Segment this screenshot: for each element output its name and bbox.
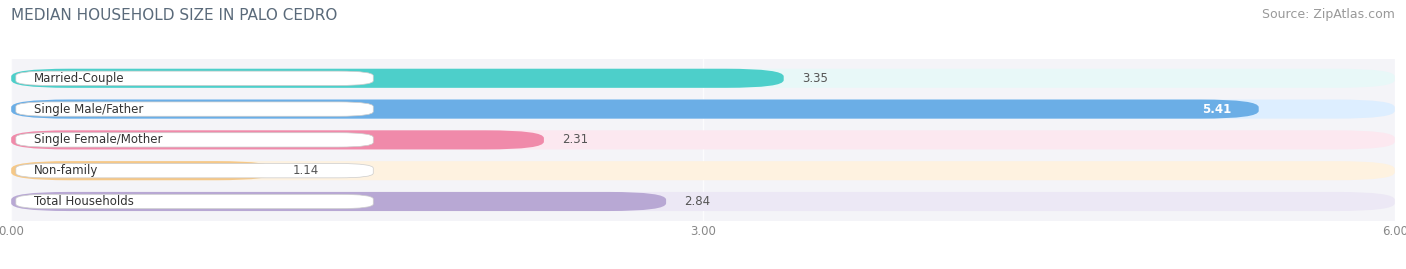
FancyBboxPatch shape bbox=[11, 100, 1395, 119]
Text: Single Female/Mother: Single Female/Mother bbox=[34, 133, 163, 146]
Text: Total Households: Total Households bbox=[34, 195, 134, 208]
FancyBboxPatch shape bbox=[15, 133, 373, 147]
FancyBboxPatch shape bbox=[15, 102, 373, 116]
Text: 1.14: 1.14 bbox=[292, 164, 319, 177]
Text: Non-family: Non-family bbox=[34, 164, 98, 177]
Text: MEDIAN HOUSEHOLD SIZE IN PALO CEDRO: MEDIAN HOUSEHOLD SIZE IN PALO CEDRO bbox=[11, 8, 337, 23]
FancyBboxPatch shape bbox=[15, 194, 373, 209]
FancyBboxPatch shape bbox=[11, 161, 1395, 180]
FancyBboxPatch shape bbox=[11, 69, 783, 88]
FancyBboxPatch shape bbox=[11, 69, 1395, 88]
FancyBboxPatch shape bbox=[11, 130, 544, 149]
Text: Married-Couple: Married-Couple bbox=[34, 72, 125, 85]
Text: 2.31: 2.31 bbox=[562, 133, 589, 146]
Text: 3.35: 3.35 bbox=[803, 72, 828, 85]
Text: Source: ZipAtlas.com: Source: ZipAtlas.com bbox=[1261, 8, 1395, 21]
Text: 2.84: 2.84 bbox=[685, 195, 710, 208]
FancyBboxPatch shape bbox=[11, 130, 1395, 149]
Text: 5.41: 5.41 bbox=[1202, 102, 1232, 116]
FancyBboxPatch shape bbox=[11, 161, 274, 180]
FancyBboxPatch shape bbox=[11, 192, 666, 211]
FancyBboxPatch shape bbox=[15, 71, 373, 86]
FancyBboxPatch shape bbox=[11, 100, 1258, 119]
FancyBboxPatch shape bbox=[15, 164, 373, 178]
Text: Single Male/Father: Single Male/Father bbox=[34, 102, 143, 116]
FancyBboxPatch shape bbox=[11, 192, 1395, 211]
